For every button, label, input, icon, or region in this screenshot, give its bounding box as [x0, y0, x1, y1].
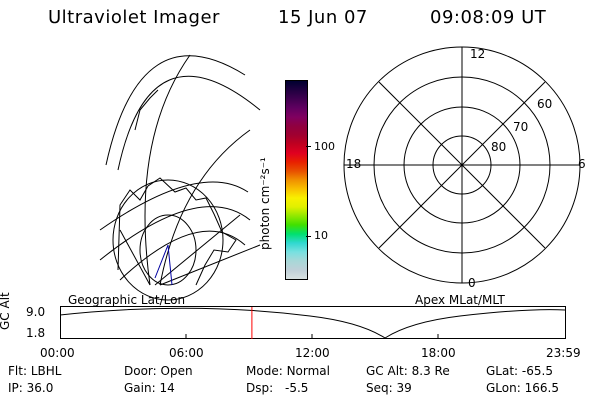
glat-field: GLat: -65.5 [486, 364, 553, 378]
seq-field: Seq: 39 [366, 381, 412, 395]
filter-value: LBHL [30, 364, 62, 378]
altitude-timeline [60, 306, 566, 339]
map-grid-line [105, 55, 246, 166]
filter-field: Flt: LBHL [8, 364, 62, 378]
geographic-map [99, 54, 261, 301]
timeline-tick-label: 18:00 [421, 346, 456, 360]
map-grid-line [159, 244, 261, 286]
dsp-value: -5.5 [284, 381, 309, 395]
polar-plot [343, 46, 581, 284]
seq-value: 39 [396, 381, 412, 395]
lat-60-label: 60 [537, 97, 553, 111]
spacecraft-track [154, 244, 173, 286]
altitude-curve [60, 307, 566, 339]
ip-field: IP: 36.0 [8, 381, 54, 395]
map-grid-circle [139, 214, 197, 286]
glat-value: -65.5 [521, 364, 553, 378]
colorbar-tick [306, 236, 311, 237]
timeline-tick-label: 12:00 [295, 346, 330, 360]
glon-field: GLon: 166.5 [486, 381, 559, 395]
map-grid-line [154, 214, 241, 286]
glon-value: 166.5 [524, 381, 559, 395]
map-grid-line [159, 129, 251, 286]
mlt-0-label: 0 [468, 276, 476, 290]
lat-70-label: 70 [513, 120, 529, 134]
map-grid-line [117, 75, 261, 171]
map-grid-line [119, 229, 151, 286]
gain-value: 14 [159, 381, 175, 395]
gain-field: Gain: 14 [124, 381, 175, 395]
door-value: Open [160, 364, 193, 378]
colorbar [285, 80, 308, 280]
coastline [134, 89, 159, 131]
mlt-12-label: 12 [470, 47, 486, 61]
door-field: Door: Open [124, 364, 193, 378]
timeline-frame [60, 306, 566, 339]
mlt-18-label: 18 [346, 157, 362, 171]
map-grid-line [99, 181, 249, 231]
timeline-tick-label: 00:00 [40, 346, 75, 360]
map-grid-line [144, 54, 191, 286]
map-grid-line [119, 230, 246, 281]
timeline-tick-label: 06:00 [169, 346, 204, 360]
polar-axis [378, 81, 546, 249]
time-label: 09:08:09 UT [430, 7, 547, 28]
right-panel-label: Apex MLat/MLT [415, 293, 505, 307]
timeline-tick-label: 23:59 [546, 346, 581, 360]
mode-value: Normal [286, 364, 330, 378]
ip-value: 36.0 [26, 381, 54, 395]
lat-80-label: 80 [491, 140, 507, 154]
timeline-ymax-label: 9.0 [26, 305, 46, 319]
gc-alt-field: GC Alt: 8.3 Re [366, 364, 450, 378]
timeline-ymin-label: 1.8 [26, 326, 46, 340]
gc-alt-value: 8.3 Re [411, 364, 450, 378]
timeline-ylabel: GC Alt [0, 292, 12, 330]
instrument-title: Ultraviolet Imager [48, 7, 220, 28]
mode-field: Mode: Normal [246, 364, 330, 378]
mlt-6-label: 6 [578, 157, 586, 171]
colorbar-tick [306, 146, 311, 147]
colorbar-unit-label: photon cm⁻²s⁻¹ [258, 157, 272, 250]
date-label: 15 Jun 07 [278, 7, 368, 28]
colorbar-tick-label: 100 [314, 140, 335, 153]
dsp-field: Dsp: -5.5 [246, 381, 309, 395]
left-panel-label: Geographic Lat/Lon [68, 293, 186, 307]
coastline [117, 177, 237, 286]
map-grid-line [99, 206, 251, 261]
colorbar-tick-label: 10 [314, 229, 328, 242]
map-grid-circle [112, 179, 224, 301]
